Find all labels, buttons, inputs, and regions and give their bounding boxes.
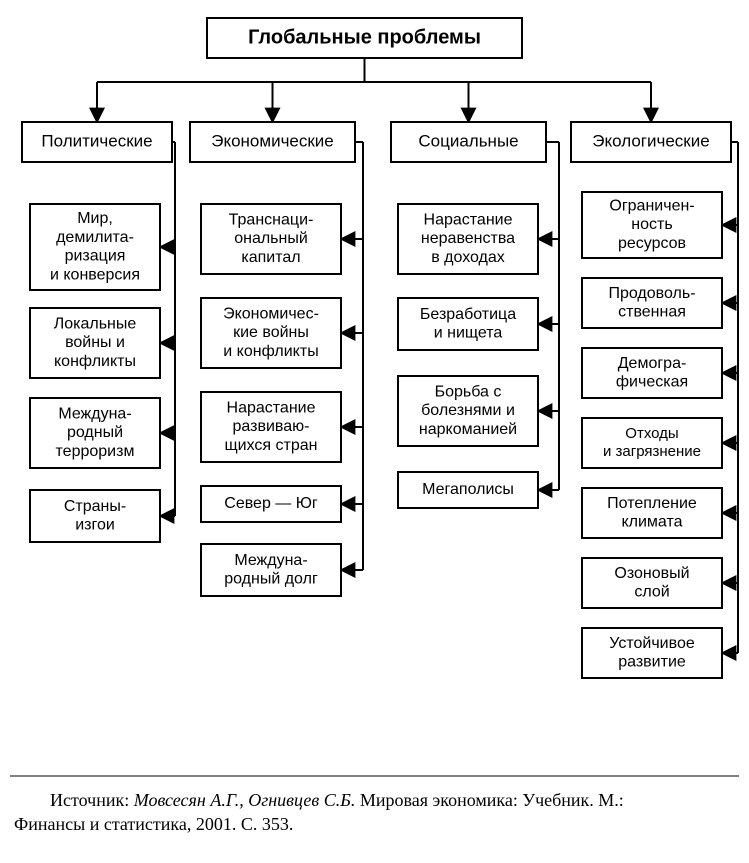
- item-node-social-2-label: Борьба с: [435, 383, 502, 400]
- item-node-social-3: Мегаполисы: [398, 472, 538, 508]
- item-node-ecological-6: Устойчивое развитие: [582, 628, 722, 678]
- item-node-political-2-label: Междуна-: [58, 405, 131, 422]
- item-node-social-3-label: Мегаполисы: [422, 481, 514, 498]
- item-node-ecological-3: Отходыи загрязнение: [582, 418, 722, 468]
- item-node-ecological-3-label: и загрязнение: [603, 443, 701, 460]
- item-node-economic-0-label: капитал: [241, 249, 300, 266]
- item-node-ecological-1: Продоволь-ственная: [582, 278, 722, 328]
- item-node-economic-4: Междуна-родный долг: [201, 544, 341, 596]
- category-node-0-label: Политические: [41, 131, 152, 150]
- item-node-social-1-label: и нищета: [434, 325, 503, 342]
- category-node-0: Политические: [22, 122, 172, 162]
- item-node-social-2-label: наркоманией: [419, 421, 517, 438]
- item-node-political-3-label: изгои: [75, 517, 115, 534]
- item-node-economic-1-label: и конфликты: [223, 343, 318, 360]
- item-node-ecological-2: Демогра-фическая: [582, 348, 722, 398]
- item-node-ecological-4-label: климата: [621, 514, 682, 531]
- category-node-1: Экономические: [190, 122, 355, 162]
- item-node-economic-1-label: Экономичес-: [223, 305, 319, 322]
- category-node-3: Экологические: [571, 122, 731, 162]
- item-node-political-2-label: терроризм: [56, 443, 135, 460]
- item-node-economic-1-label: кие войны: [233, 324, 309, 341]
- item-node-economic-3: Север — Юг: [201, 486, 341, 522]
- item-node-economic-2-label: Нарастание: [227, 399, 316, 416]
- item-node-political-1-label: конфликты: [54, 353, 136, 370]
- root-node: Глобальные проблемы: [207, 18, 522, 58]
- item-node-ecological-0: Ограничен-ность ресурсов: [582, 192, 722, 258]
- item-node-economic-2-label: щихся стран: [225, 437, 318, 454]
- item-node-political-1: Локальные войны и конфликты: [30, 308, 160, 378]
- item-node-ecological-0-label: ность: [631, 216, 672, 233]
- diagram-canvas: Глобальные проблемы Политические Экономиче…: [0, 0, 749, 863]
- item-node-economic-3-label: Север — Юг: [224, 495, 318, 512]
- item-node-political-0: Мир, демилита-ризация и конверсия: [30, 204, 160, 290]
- item-node-ecological-1-label: Продоволь-: [608, 285, 695, 302]
- item-node-economic-2-label: развиваю-: [233, 418, 310, 435]
- item-node-political-3-label: Страны-: [64, 498, 126, 515]
- item-node-ecological-0-label: Ограничен-: [609, 197, 694, 214]
- item-node-social-0-label: неравенства: [421, 230, 515, 247]
- item-node-social-1: Безработица и нищета: [398, 298, 538, 350]
- item-node-ecological-0-label: ресурсов: [618, 235, 686, 252]
- item-node-political-0-label: демилита-: [56, 229, 134, 246]
- item-node-social-0-label: в доходах: [431, 249, 505, 266]
- item-node-economic-0: Транснаци-ональный капитал: [201, 204, 341, 274]
- category-node-2-label: Социальные: [418, 131, 518, 150]
- item-node-ecological-1-label: ственная: [618, 304, 686, 321]
- caption-line-2: Финансы и статистика, 2001. С. 353.: [14, 814, 293, 834]
- item-node-economic-0-label: Транснаци-: [229, 211, 314, 228]
- item-node-political-3: Страны-изгои: [30, 490, 160, 542]
- root-node-label: Глобальные проблемы: [248, 26, 481, 48]
- category-node-1-label: Экономические: [211, 131, 334, 150]
- item-node-economic-4-label: родный долг: [224, 571, 318, 588]
- category-node-2: Социальные: [391, 122, 546, 162]
- item-node-political-2-label: родный: [67, 424, 123, 441]
- category-node-3-label: Экологические: [592, 131, 709, 150]
- item-node-ecological-5: Озоновый слой: [582, 558, 722, 608]
- item-node-ecological-6-label: Устойчивое: [609, 635, 695, 652]
- item-node-ecological-4-label: Потепление: [607, 495, 697, 512]
- item-node-political-2: Междуна-родный терроризм: [30, 398, 160, 468]
- item-node-economic-2: Нарастание развиваю-щихся стран: [201, 392, 341, 462]
- item-node-social-2: Борьба с болезнями и наркоманией: [398, 376, 538, 446]
- item-node-ecological-5-label: слой: [634, 584, 669, 601]
- item-node-political-0-label: Мир,: [77, 210, 113, 227]
- item-node-ecological-2-label: Демогра-: [618, 355, 687, 372]
- item-node-political-0-label: ризация: [65, 248, 126, 265]
- item-node-ecological-3-label: Отходы: [625, 425, 678, 442]
- item-node-economic-1: Экономичес-кие войны и конфликты: [201, 298, 341, 368]
- item-node-economic-0-label: ональный: [234, 230, 308, 247]
- caption-line-1: Источник: Мовсесян А.Г., Огнивцев С.Б. М…: [50, 790, 624, 810]
- item-node-political-1-label: войны и: [65, 334, 125, 351]
- item-node-ecological-4: Потепление климата: [582, 488, 722, 538]
- item-node-social-1-label: Безработица: [420, 306, 516, 323]
- item-node-political-0-label: и конверсия: [50, 267, 140, 284]
- item-node-political-1-label: Локальные: [54, 315, 137, 332]
- item-node-social-0-label: Нарастание: [424, 211, 513, 228]
- item-node-ecological-6-label: развитие: [618, 654, 686, 671]
- item-node-economic-4-label: Междуна-: [234, 552, 307, 569]
- item-node-social-0: Нарастание неравенства в доходах: [398, 204, 538, 274]
- item-node-ecological-2-label: фическая: [616, 374, 688, 391]
- item-node-social-2-label: болезнями и: [421, 402, 515, 419]
- item-node-ecological-5-label: Озоновый: [614, 565, 689, 582]
